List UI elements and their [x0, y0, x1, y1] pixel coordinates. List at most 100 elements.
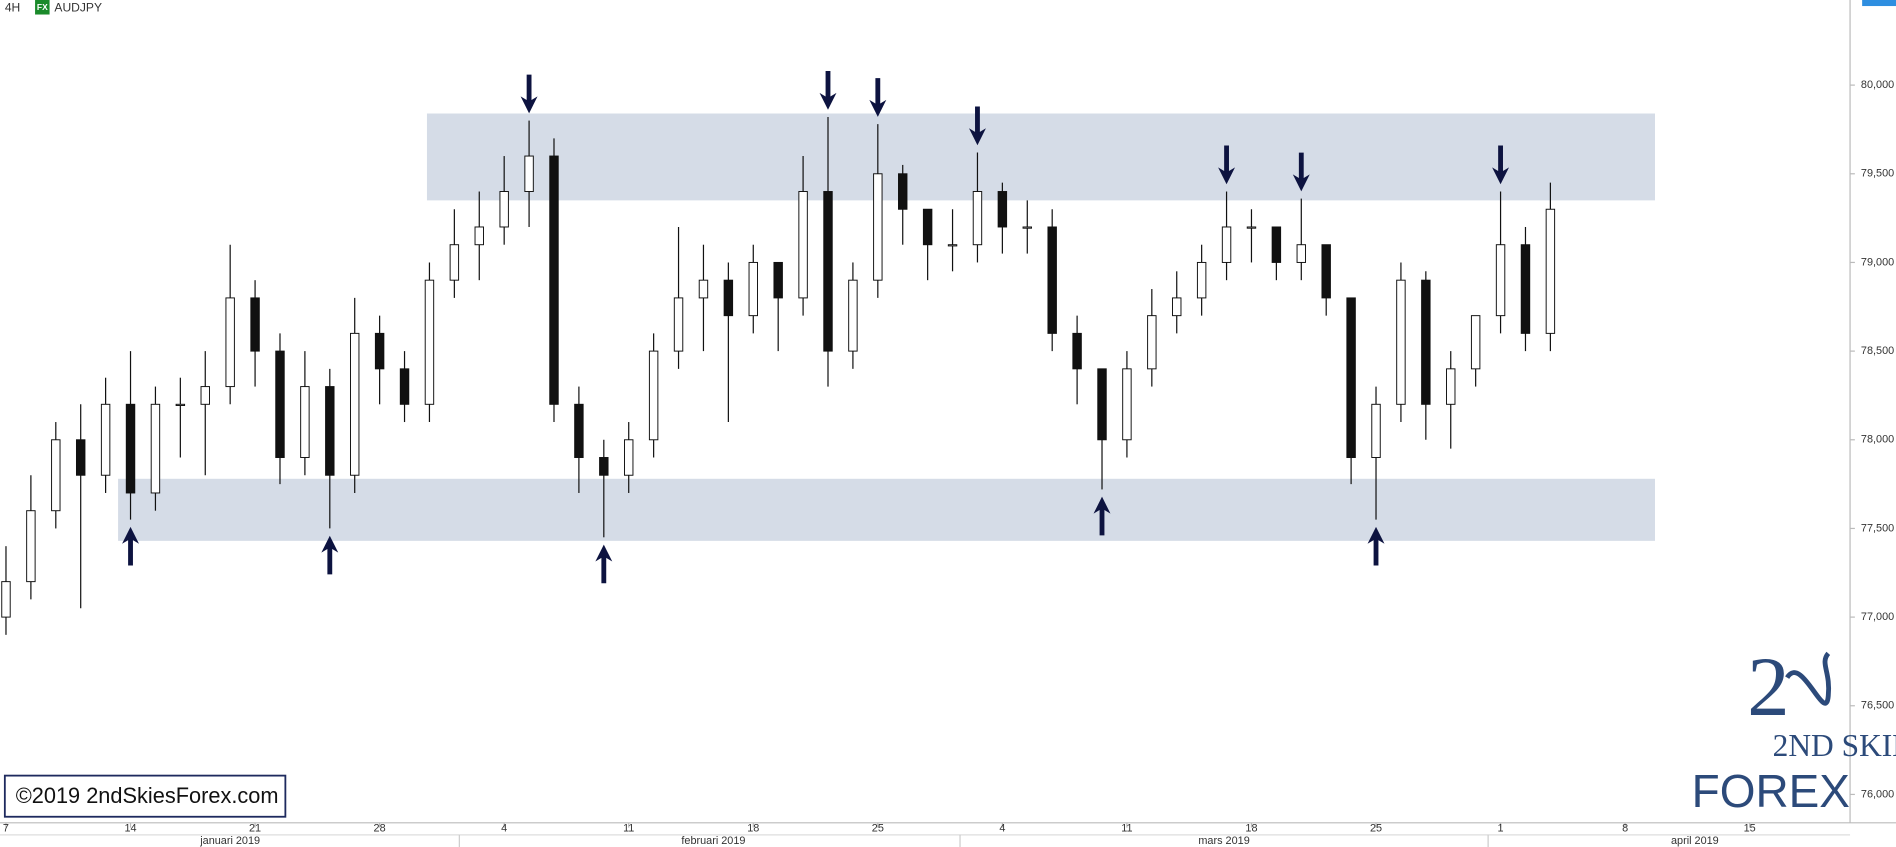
arrow	[869, 78, 887, 117]
x-tick-label: 7	[3, 823, 9, 835]
candles	[1, 117, 1556, 635]
arrow	[968, 106, 986, 146]
arrow	[1093, 496, 1111, 536]
candle-body	[748, 261, 758, 317]
arrows	[122, 71, 1510, 584]
candle-body	[449, 244, 460, 281]
candle-body	[75, 439, 86, 476]
badge: FX	[37, 2, 48, 12]
candle-body	[1346, 297, 1356, 458]
candle-body	[300, 386, 310, 458]
candle-body	[499, 191, 509, 228]
logo-line2: FOREX	[1692, 765, 1850, 817]
candle-body	[922, 208, 933, 246]
candle-body	[574, 403, 584, 458]
copyright-box	[3, 774, 287, 818]
candle-body	[399, 368, 410, 405]
x-tick-label: 28	[374, 823, 386, 835]
candle-body	[1047, 226, 1057, 334]
month-label: mars 2019	[1198, 835, 1249, 847]
candle-body	[1271, 226, 1282, 263]
arrow	[520, 74, 538, 114]
y-tick-label: 76,500	[1861, 700, 1894, 712]
x-tick-label: 4	[501, 823, 507, 835]
x-tick-label: 11	[1121, 823, 1132, 835]
y-tick-label: 77,500	[1861, 522, 1894, 534]
candle-body	[125, 403, 136, 494]
month-label: april 2019	[1671, 835, 1719, 847]
zone	[118, 478, 1656, 541]
y-tick-label: 79,500	[1861, 168, 1894, 180]
candle-body	[599, 457, 609, 476]
x-tick-label: 1	[1498, 823, 1504, 835]
timeframe: 4H	[5, 1, 20, 15]
x-tick-label: 15	[1744, 823, 1756, 835]
candle-body	[997, 191, 1008, 228]
logo-swoosh	[1785, 651, 1832, 706]
y-tick-label: 79,000	[1861, 256, 1894, 268]
badge-box	[35, 0, 50, 15]
candle-body	[648, 350, 659, 441]
candle-body	[374, 332, 385, 370]
candle-body	[250, 297, 260, 352]
y-tick-label: 80,000	[1861, 79, 1894, 91]
candle-body	[1296, 244, 1307, 263]
x-tick-label: 18	[747, 823, 759, 835]
symbol: AUDJPY	[54, 1, 102, 15]
month-label: januari 2019	[199, 835, 260, 847]
candle-body	[723, 279, 734, 317]
x-tick-label: 21	[249, 823, 261, 835]
y-tick-label: 78,500	[1861, 345, 1894, 357]
candle-body	[1470, 315, 1481, 370]
candle-body	[698, 279, 709, 299]
candle-body	[474, 226, 484, 246]
arrow	[1292, 152, 1310, 192]
candle-body	[524, 155, 534, 192]
candle-body	[349, 332, 360, 476]
candle-body	[1421, 279, 1431, 405]
month-label: februari 2019	[681, 835, 745, 847]
candle-body	[1371, 403, 1381, 458]
candle-body	[1172, 297, 1182, 317]
arrow	[595, 544, 613, 584]
candle-body	[673, 297, 684, 352]
zones	[118, 113, 1656, 541]
x-tick-label: 8	[1622, 823, 1628, 835]
price-marker	[1862, 0, 1896, 7]
x-tick-label: 11	[623, 823, 634, 835]
candle-body	[1072, 332, 1082, 370]
candle-body	[549, 155, 559, 405]
candle-body	[325, 386, 335, 476]
candle-body	[1495, 244, 1506, 317]
candle-body	[1122, 368, 1132, 441]
candle-body	[1396, 279, 1406, 405]
candle-body	[972, 191, 983, 246]
y-tick-label: 78,000	[1861, 434, 1894, 446]
candle-body	[424, 279, 435, 405]
candle-body	[175, 403, 186, 407]
candle-body	[1196, 261, 1207, 299]
candle-body	[1246, 226, 1257, 229]
candle-body	[947, 244, 958, 247]
candle-body	[773, 261, 783, 299]
arrow	[122, 526, 139, 566]
candle-body	[200, 386, 210, 405]
candle-body	[150, 403, 161, 494]
x-tick-label: 25	[872, 823, 884, 835]
x-tick-label: 14	[124, 823, 136, 835]
candle-body	[1147, 315, 1157, 370]
candle-body	[26, 510, 36, 583]
arrow	[1367, 526, 1385, 566]
zone	[426, 113, 1656, 201]
logo-mark: 2	[1747, 641, 1789, 734]
arrow	[321, 535, 339, 575]
logo-line1: 2ND SKIES	[1773, 728, 1896, 763]
candle-body	[1221, 226, 1232, 263]
candle-body	[51, 439, 61, 512]
arrow	[1492, 145, 1510, 185]
arrow	[819, 71, 837, 110]
candle-body	[1022, 226, 1032, 229]
